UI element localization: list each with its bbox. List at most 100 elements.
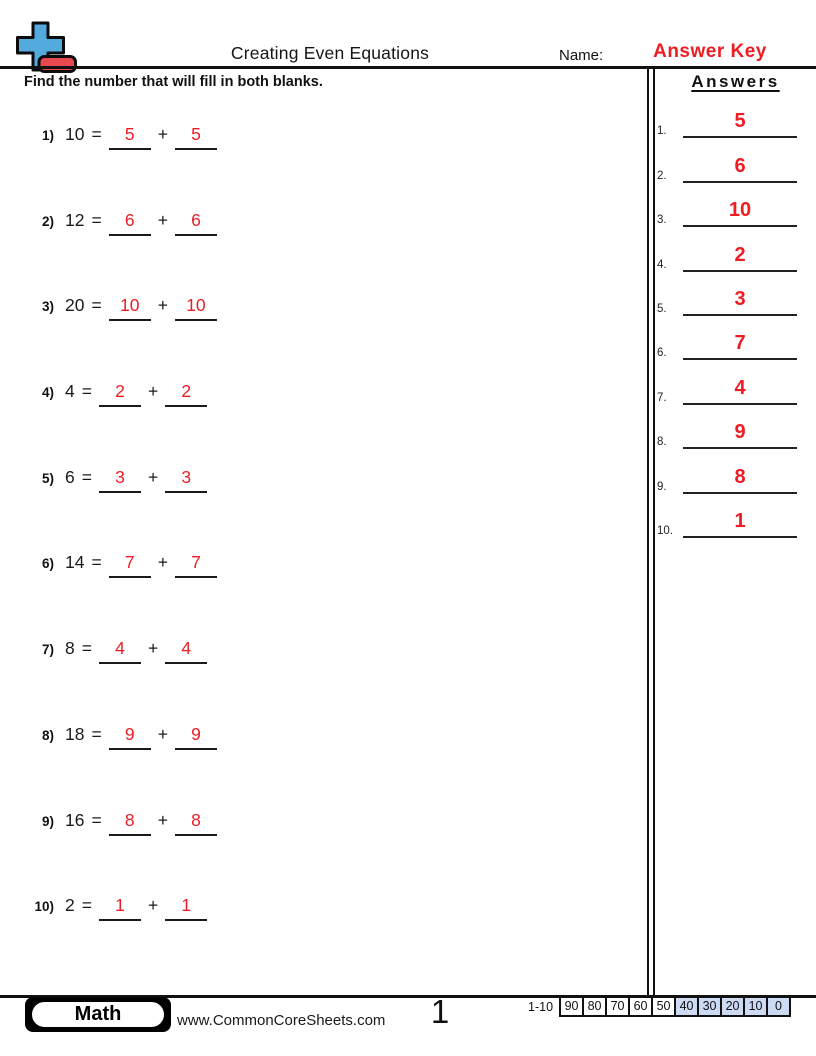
answer-line: 8 — [683, 464, 797, 494]
answer-line: 2 — [683, 242, 797, 272]
equation-total: 18 — [65, 723, 85, 744]
score-range-label: 1-10 — [528, 999, 554, 1014]
answer-row: 2. 6 — [655, 139, 816, 183]
page-title: Creating Even Equations — [230, 43, 430, 63]
problem-number: 7) — [41, 642, 54, 658]
website-url: www.CommonCoreSheets.com — [177, 1012, 386, 1029]
plus-sign: + — [147, 381, 159, 402]
answer-row: 8. 9 — [655, 406, 816, 450]
equation-total: 10 — [65, 124, 85, 144]
answer-value: 8 — [734, 465, 746, 488]
answer-row: 5. 3 — [655, 273, 816, 317]
problem-row: 4) 4 = 2 + 2 — [28, 381, 628, 467]
answer-line: 5 — [683, 108, 797, 139]
answer-blank-first: 5 — [108, 124, 151, 150]
answer-line: 6 — [683, 153, 797, 183]
footer-rule — [0, 995, 816, 998]
problems-list: 1) 10 = 5 + 5 2) 12 = 6 + 6 3) 20 = 10 +… — [28, 124, 628, 981]
answer-blank-first: 7 — [108, 552, 151, 579]
answer-value: 5 — [734, 110, 746, 133]
plus-sign: + — [157, 209, 168, 230]
problem-row: 7) 8 = 4 + 4 — [28, 638, 628, 724]
equals-sign: = — [81, 895, 92, 916]
answers-divider-line — [647, 69, 655, 996]
equation-total: 16 — [65, 809, 85, 830]
answer-blank-second: 8 — [174, 810, 217, 836]
problem-row: 8) 18 = 9 + 9 — [28, 724, 628, 810]
answer-line: 9 — [683, 419, 797, 450]
header-rule — [0, 66, 816, 69]
answer-value: 4 — [734, 376, 746, 399]
score-cell: 70 — [605, 996, 631, 1017]
plus-sign: + — [157, 124, 168, 144]
equals-sign: = — [91, 809, 102, 830]
problem-row: 5) 6 = 3 + 3 — [28, 467, 628, 553]
answer-blank-second: 6 — [174, 210, 217, 236]
problem-number: 5) — [41, 470, 54, 486]
equals-sign: = — [81, 381, 92, 402]
answer-number: 2. — [657, 169, 667, 182]
answer-line: 4 — [683, 375, 797, 405]
problem-number: 1) — [41, 128, 54, 143]
answer-number: 9. — [657, 480, 667, 493]
equation-total: 14 — [65, 552, 85, 573]
answer-line: 7 — [683, 330, 797, 361]
answers-panel: Answers 1. 5 2. 6 3. 10 4. 2 5. — [655, 72, 816, 539]
plus-sign: + — [157, 552, 168, 573]
answer-blank-second: 1 — [165, 895, 208, 922]
equals-sign: = — [91, 209, 102, 230]
equation-total: 6 — [65, 466, 75, 487]
answer-row: 6. 7 — [655, 317, 816, 361]
score-cell: 50 — [651, 996, 677, 1017]
answers-list: 1. 5 2. 6 3. 10 4. 2 5. 3 — [655, 95, 816, 539]
answer-number: 10. — [657, 524, 673, 537]
answer-blank-second: 10 — [174, 295, 217, 322]
problem-number: 8) — [41, 727, 54, 743]
page-number: 1 — [430, 993, 450, 1030]
answer-row: 1. 5 — [655, 95, 816, 139]
answer-value: 7 — [734, 332, 746, 355]
equation-total: 12 — [65, 209, 85, 230]
equals-sign: = — [91, 295, 102, 316]
equation-total: 4 — [65, 381, 75, 402]
answer-line: 3 — [683, 286, 797, 316]
name-value-answer-key: Answer Key — [653, 41, 767, 62]
answer-blank-second: 4 — [165, 638, 208, 665]
answer-value: 10 — [728, 199, 752, 222]
answer-blank-second: 3 — [165, 467, 208, 493]
problem-number: 4) — [41, 385, 54, 401]
equation-total: 2 — [65, 895, 75, 916]
plus-sign: + — [157, 723, 168, 744]
name-label: Name: — [559, 47, 604, 64]
plus-sign: + — [147, 638, 159, 659]
problem-row: 9) 16 = 8 + 8 — [28, 810, 628, 896]
answer-number: 6. — [657, 347, 667, 360]
equals-sign: = — [81, 638, 92, 659]
problem-row: 3) 20 = 10 + 10 — [28, 295, 628, 381]
answer-blank-second: 2 — [165, 381, 208, 408]
score-cell: 80 — [582, 996, 608, 1017]
answer-value: 2 — [734, 243, 746, 266]
answer-blank-second: 5 — [174, 124, 217, 150]
problem-row: 6) 14 = 7 + 7 — [28, 552, 628, 638]
answer-number: 1. — [657, 125, 667, 138]
answer-blank-first: 4 — [98, 638, 141, 665]
score-cell: 30 — [697, 996, 723, 1017]
answer-row: 9. 8 — [655, 450, 816, 494]
answer-number: 7. — [657, 391, 667, 404]
answers-title: Answers — [691, 72, 780, 91]
answer-line: 10 — [683, 197, 797, 228]
subject-badge: Math — [25, 997, 171, 1032]
answer-blank-first: 9 — [108, 724, 151, 750]
score-cell: 0 — [766, 996, 792, 1017]
answer-blank-first: 3 — [98, 467, 141, 493]
answer-value: 6 — [734, 154, 746, 177]
answer-blank-second: 9 — [174, 724, 217, 750]
plus-sign: + — [157, 809, 168, 830]
score-cell: 20 — [720, 996, 746, 1017]
problem-number: 9) — [41, 813, 54, 829]
answer-number: 3. — [657, 214, 667, 227]
score-cell: 10 — [743, 996, 769, 1017]
score-cell: 40 — [674, 996, 700, 1017]
